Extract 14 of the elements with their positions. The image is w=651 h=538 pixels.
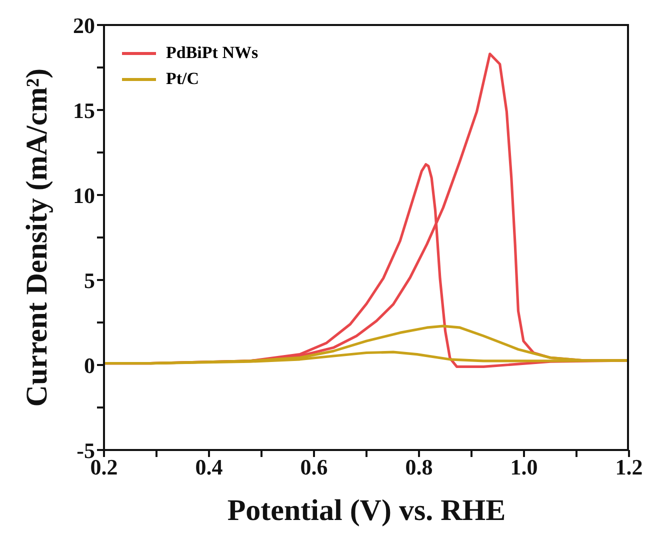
- y-tick-label: 5: [84, 268, 95, 293]
- y-tick-label: 0: [84, 352, 95, 378]
- x-tick-label: 1.2: [615, 454, 643, 480]
- y-axis-title: Current Density (mA/cm²): [20, 68, 54, 407]
- y-tick-label: 15: [73, 98, 95, 123]
- y-tick-label: 10: [73, 182, 95, 208]
- x-tick-label: 0.6: [300, 454, 328, 480]
- x-axis-title: Potential (V) vs. RHE: [227, 494, 506, 527]
- x-tick-label: 1.0: [510, 454, 538, 480]
- legend-label: PdBiPt NWs: [166, 43, 258, 63]
- x-tick-label: 0.8: [405, 454, 433, 480]
- x-tick-label: 0.4: [195, 454, 223, 480]
- legend-label: Pt/C: [166, 69, 200, 89]
- y-tick-label: 20: [73, 12, 95, 38]
